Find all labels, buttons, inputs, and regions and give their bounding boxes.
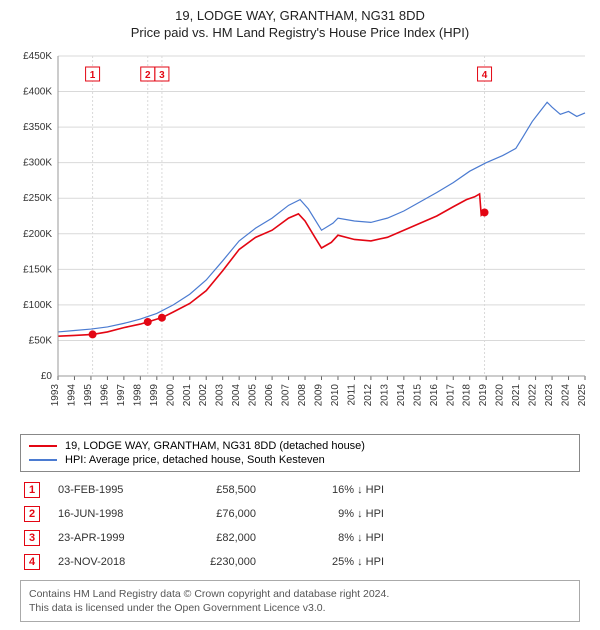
svg-text:£350K: £350K (23, 122, 52, 133)
svg-text:3: 3 (159, 70, 165, 81)
transaction-row: 4 23-NOV-2018 £230,000 25% ↓ HPI (20, 550, 580, 574)
legend-swatch (29, 459, 57, 461)
svg-text:2002: 2002 (198, 384, 209, 407)
svg-text:1: 1 (90, 70, 96, 81)
transaction-date: 23-NOV-2018 (58, 556, 158, 568)
transaction-diff: 9% ↓ HPI (274, 508, 384, 520)
svg-text:1994: 1994 (66, 384, 77, 407)
transaction-price: £58,500 (176, 484, 256, 496)
footer-attribution: Contains HM Land Registry data © Crown c… (20, 580, 580, 622)
svg-text:2023: 2023 (544, 384, 555, 407)
svg-text:£0: £0 (41, 371, 53, 382)
transaction-price: £230,000 (176, 556, 256, 568)
svg-text:£250K: £250K (23, 193, 52, 204)
transaction-row: 2 16-JUN-1998 £76,000 9% ↓ HPI (20, 502, 580, 526)
svg-text:2020: 2020 (495, 384, 506, 407)
transaction-marker-box: 4 (24, 554, 40, 570)
svg-text:2010: 2010 (330, 384, 341, 407)
svg-text:2008: 2008 (297, 384, 308, 407)
svg-text:1998: 1998 (132, 384, 143, 407)
svg-text:£400K: £400K (23, 87, 52, 98)
legend-item: 19, LODGE WAY, GRANTHAM, NG31 8DD (detac… (29, 439, 571, 453)
footer-line-2: This data is licensed under the Open Gov… (29, 601, 571, 615)
svg-text:2013: 2013 (379, 384, 390, 407)
legend: 19, LODGE WAY, GRANTHAM, NG31 8DD (detac… (20, 434, 580, 472)
transaction-row: 1 03-FEB-1995 £58,500 16% ↓ HPI (20, 478, 580, 502)
svg-text:£100K: £100K (23, 300, 52, 311)
svg-text:4: 4 (482, 70, 488, 81)
svg-text:2011: 2011 (346, 384, 357, 406)
transaction-table: 1 03-FEB-1995 £58,500 16% ↓ HPI 2 16-JUN-1998… (20, 478, 580, 574)
svg-text:1999: 1999 (149, 384, 160, 407)
svg-text:2005: 2005 (248, 384, 259, 407)
svg-text:1995: 1995 (83, 384, 94, 407)
transaction-marker-box: 3 (24, 530, 40, 546)
svg-text:2024: 2024 (561, 384, 572, 407)
transaction-diff: 16% ↓ HPI (274, 484, 384, 496)
svg-text:2007: 2007 (281, 384, 292, 407)
svg-text:2021: 2021 (511, 384, 522, 407)
legend-item: HPI: Average price, detached house, Sout… (29, 453, 571, 467)
svg-text:2014: 2014 (396, 384, 407, 407)
chart: £0 £50K £100K £150K £200K £250K £300K £350K £400… (10, 46, 590, 426)
svg-text:2019: 2019 (478, 384, 489, 407)
transaction-marker-box: 1 (24, 482, 40, 498)
svg-text:2009: 2009 (314, 384, 325, 407)
transaction-date: 23-APR-1999 (58, 532, 158, 544)
svg-text:2: 2 (145, 70, 151, 81)
svg-text:2006: 2006 (264, 384, 275, 407)
svg-text:2017: 2017 (445, 384, 456, 407)
svg-text:2000: 2000 (165, 384, 176, 407)
svg-text:2016: 2016 (429, 384, 440, 407)
transaction-price: £82,000 (176, 532, 256, 544)
title-line-1: 19, LODGE WAY, GRANTHAM, NG31 8DD (10, 8, 590, 23)
transaction-price: £76,000 (176, 508, 256, 520)
chart-svg: £0 £50K £100K £150K £200K £250K £300K £350K £400… (10, 46, 590, 426)
svg-text:£450K: £450K (23, 51, 52, 62)
transaction-diff: 25% ↓ HPI (274, 556, 384, 568)
svg-text:£150K: £150K (23, 264, 52, 275)
svg-text:1997: 1997 (116, 384, 127, 407)
legend-swatch (29, 445, 57, 447)
transaction-row: 3 23-APR-1999 £82,000 8% ↓ HPI (20, 526, 580, 550)
svg-text:2018: 2018 (462, 384, 473, 407)
legend-label: 19, LODGE WAY, GRANTHAM, NG31 8DD (detac… (65, 440, 365, 452)
svg-text:1996: 1996 (99, 384, 110, 407)
svg-text:2022: 2022 (528, 384, 539, 407)
svg-text:1993: 1993 (50, 384, 61, 407)
svg-text:2012: 2012 (363, 384, 374, 407)
svg-text:2004: 2004 (231, 384, 242, 407)
transaction-date: 03-FEB-1995 (58, 484, 158, 496)
svg-text:2001: 2001 (182, 384, 193, 407)
chart-container: 19, LODGE WAY, GRANTHAM, NG31 8DD Price … (0, 0, 600, 630)
transaction-diff: 8% ↓ HPI (274, 532, 384, 544)
svg-text:2025: 2025 (577, 384, 588, 407)
svg-text:2003: 2003 (215, 384, 226, 407)
transaction-marker-box: 2 (24, 506, 40, 522)
svg-text:£200K: £200K (23, 229, 52, 240)
title-line-2: Price paid vs. HM Land Registry's House … (10, 25, 590, 40)
legend-label: HPI: Average price, detached house, Sout… (65, 454, 325, 466)
transaction-date: 16-JUN-1998 (58, 508, 158, 520)
footer-line-1: Contains HM Land Registry data © Crown c… (29, 587, 571, 601)
svg-text:£300K: £300K (23, 158, 52, 169)
title-block: 19, LODGE WAY, GRANTHAM, NG31 8DD Price … (10, 8, 590, 40)
svg-text:£50K: £50K (29, 335, 53, 346)
svg-text:2015: 2015 (412, 384, 423, 407)
